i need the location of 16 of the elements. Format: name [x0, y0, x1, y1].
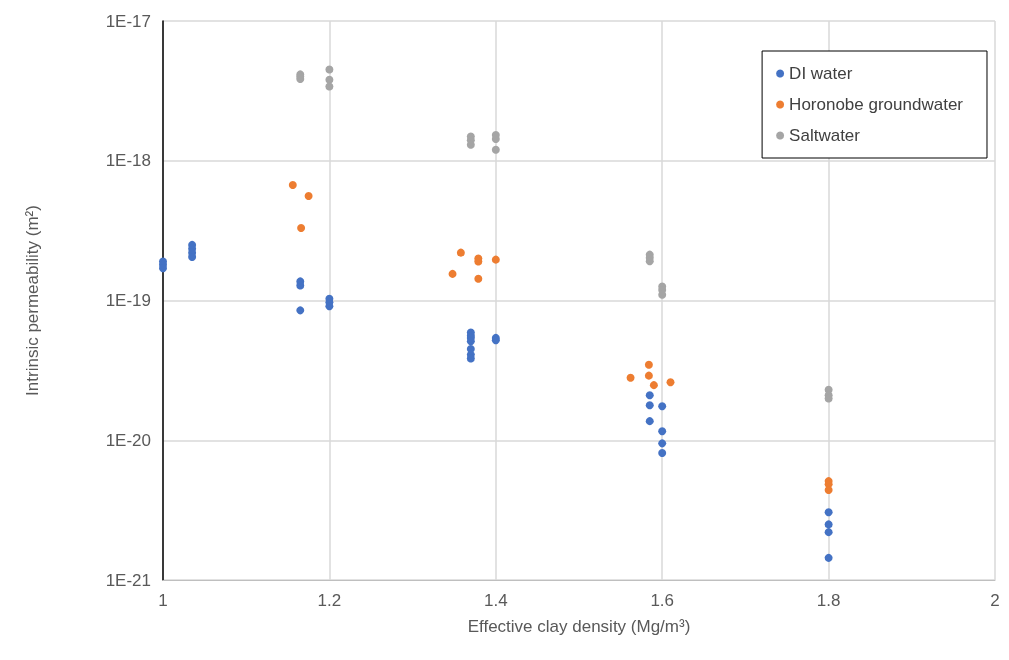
- legend-label: Saltwater: [789, 126, 861, 145]
- legend-label: Horonobe groundwater: [789, 95, 964, 114]
- x-tick-label: 2: [990, 591, 1000, 610]
- x-tick-label: 1.6: [650, 591, 675, 610]
- y-tick-label: 1E-19: [105, 291, 151, 310]
- y-axis-title: Intrinsic permeability (m²): [23, 205, 42, 396]
- x-tick-label: 1: [158, 591, 168, 610]
- y-tick-label: 1E-20: [105, 430, 151, 450]
- y-tick-label: 1E-17: [105, 11, 151, 31]
- x-axis-title: Effective clay density (Mg/m³): [467, 617, 691, 636]
- x-tick-label: 1.4: [483, 591, 508, 610]
- y-tick-label: 1E-18: [105, 151, 151, 171]
- y-tick-label: 1E-21: [105, 570, 151, 590]
- legend-label: DI water: [789, 64, 853, 83]
- x-tick-label: 1.2: [317, 591, 342, 610]
- x-tick-label: 1.8: [816, 591, 841, 610]
